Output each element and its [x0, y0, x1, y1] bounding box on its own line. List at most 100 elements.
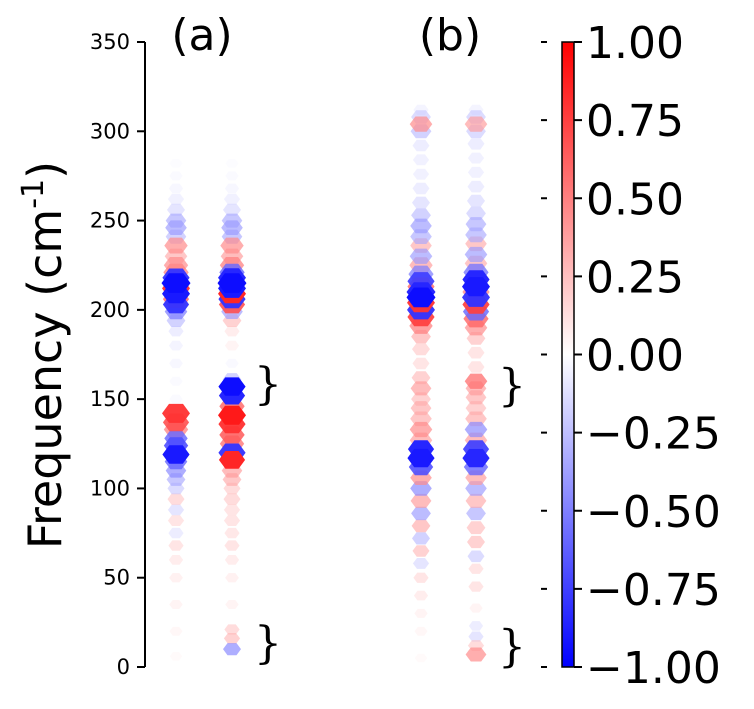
- y-tick-label: 50: [103, 566, 130, 590]
- colorbar-tick-label: −0.25: [586, 409, 721, 460]
- data-point-marker: [169, 171, 183, 181]
- colorbar-tick-label: 0.50: [586, 174, 684, 225]
- data-point-marker: [468, 581, 484, 592]
- data-point-marker: [414, 626, 428, 636]
- data-point-marker: [467, 180, 485, 193]
- data-point-marker: [165, 220, 187, 235]
- data-point-marker: [221, 220, 243, 235]
- data-point-marker: [406, 287, 436, 308]
- data-point-marker: [167, 504, 185, 516]
- data-point-marker: [412, 558, 430, 569]
- data-point-marker: [224, 555, 240, 565]
- colorbar-tick-label: −0.50: [586, 487, 721, 538]
- data-point-marker: [220, 237, 244, 254]
- data-point-marker: [218, 451, 246, 469]
- data-point-marker: [468, 621, 484, 631]
- data-point-marker: [164, 237, 188, 254]
- data-point-marker: [223, 504, 241, 516]
- data-point-marker: [464, 373, 488, 389]
- data-point-marker: [411, 506, 431, 521]
- data-point-marker: [410, 381, 432, 396]
- data-point-marker: [169, 376, 183, 386]
- data-point-marker: [467, 166, 485, 178]
- data-point-marker: [169, 573, 183, 583]
- data-point-marker: [412, 545, 430, 557]
- scatter-markers: [161, 104, 490, 663]
- data-point-marker: [409, 116, 433, 132]
- data-point-marker: [168, 555, 184, 565]
- data-point-marker: [465, 647, 487, 662]
- data-point-marker: [225, 171, 239, 181]
- data-point-marker: [223, 643, 241, 656]
- data-point-marker: [412, 182, 430, 195]
- data-point-marker: [410, 493, 432, 508]
- data-point-marker: [224, 183, 240, 194]
- data-point-marker: [409, 248, 433, 264]
- y-tick-label: 250: [90, 209, 130, 233]
- data-point-marker: [225, 600, 239, 609]
- data-point-marker: [167, 515, 185, 526]
- data-point-marker: [224, 540, 240, 551]
- data-point-marker: [469, 603, 483, 613]
- data-point-marker: [162, 403, 190, 423]
- data-point-marker: [167, 193, 185, 205]
- data-point-marker: [225, 159, 239, 168]
- data-point-marker: [464, 116, 488, 132]
- data-point-marker: [411, 208, 431, 222]
- data-point-marker: [225, 573, 239, 583]
- y-axis-ticks: 0 50 100 150 200 250 300 350: [90, 30, 145, 679]
- data-point-marker: [169, 626, 183, 636]
- data-point-marker: [168, 326, 184, 337]
- data-point-marker: [167, 203, 185, 216]
- data-point-marker: [411, 371, 431, 385]
- data-point-marker: [168, 540, 184, 551]
- colorbar-tick-label: −1.00: [586, 643, 721, 694]
- y-tick-label: 300: [90, 119, 130, 143]
- data-point-marker: [412, 139, 430, 152]
- y-tick-label: 200: [90, 298, 130, 322]
- data-point-marker: [411, 519, 431, 533]
- data-point-marker: [468, 631, 484, 642]
- brace-annotations: }}}}: [254, 359, 526, 672]
- data-point-marker: [223, 493, 241, 505]
- data-point-marker: [169, 652, 183, 661]
- data-point-marker: [407, 448, 435, 468]
- data-point-marker: [168, 340, 184, 351]
- data-point-marker: [467, 535, 485, 549]
- y-tick-label: 150: [90, 387, 130, 411]
- data-point-marker: [162, 445, 190, 464]
- data-point-marker: [467, 361, 485, 373]
- data-point-marker: [224, 527, 240, 539]
- data-point-marker: [467, 346, 485, 359]
- data-point-marker: [414, 608, 428, 618]
- y-axis-label: Frequency (cm-1): [16, 161, 72, 549]
- panel-label-b: (b): [419, 10, 481, 61]
- colorbar: [561, 41, 575, 668]
- data-point-marker: [168, 527, 184, 539]
- data-point-marker: [217, 273, 247, 293]
- data-point-marker: [223, 515, 241, 526]
- data-point-marker: [412, 532, 430, 545]
- data-point-marker: [218, 405, 246, 425]
- data-point-marker: [467, 138, 485, 150]
- colorbar-ticks: 1.00 0.75 0.50 0.25 0.00 −0.25 −0.50 −0.75 −1.00: [541, 18, 721, 694]
- data-point-marker: [167, 493, 185, 505]
- colorbar-tick-label: −0.75: [586, 565, 721, 616]
- colorbar-tick-label: 0.75: [586, 96, 684, 147]
- data-point-marker: [168, 183, 184, 194]
- colorbar-tick-label: 0.00: [586, 331, 684, 382]
- brace-annotation: }: [498, 361, 526, 412]
- data-point-marker: [223, 203, 241, 216]
- data-point-marker: [169, 358, 183, 369]
- brace-annotation: }: [498, 621, 526, 672]
- data-point-marker: [224, 624, 240, 635]
- data-point-marker: [467, 194, 485, 207]
- data-point-marker: [410, 218, 432, 234]
- data-point-marker: [169, 394, 183, 404]
- data-point-marker: [464, 246, 488, 263]
- data-point-marker: [414, 653, 428, 663]
- data-point-marker: [462, 448, 490, 468]
- data-point-marker: [412, 343, 430, 356]
- data-point-marker: [467, 152, 485, 164]
